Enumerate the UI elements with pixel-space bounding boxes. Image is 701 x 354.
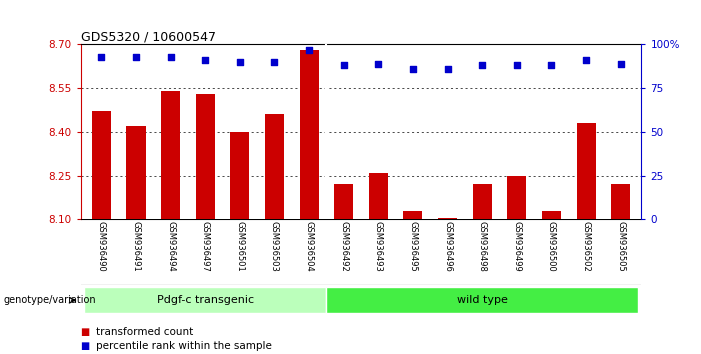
Point: [511, 62, 522, 68]
Text: GSM936498: GSM936498: [477, 221, 486, 272]
Text: ■: ■: [81, 327, 90, 337]
Text: GSM936501: GSM936501: [236, 221, 245, 272]
Point: [130, 54, 142, 59]
Bar: [369, 173, 388, 219]
Text: GSM936494: GSM936494: [166, 221, 175, 272]
Point: [269, 59, 280, 65]
Text: GSM936500: GSM936500: [547, 221, 556, 272]
Point: [407, 66, 418, 72]
Text: Pdgf-c transgenic: Pdgf-c transgenic: [157, 295, 254, 305]
Bar: [126, 126, 146, 219]
Point: [615, 61, 626, 66]
Text: transformed count: transformed count: [96, 327, 193, 337]
Bar: [508, 176, 526, 219]
Text: GSM936499: GSM936499: [512, 221, 522, 272]
Point: [442, 66, 453, 72]
Text: GSM936497: GSM936497: [200, 221, 210, 272]
Point: [373, 61, 384, 66]
Point: [580, 57, 592, 63]
Bar: [299, 50, 319, 219]
Bar: [84, 287, 327, 313]
Text: GSM936502: GSM936502: [582, 221, 590, 272]
Point: [165, 54, 176, 59]
Text: GSM936496: GSM936496: [443, 221, 452, 272]
Bar: [334, 184, 353, 219]
Bar: [403, 211, 423, 219]
Text: GSM936495: GSM936495: [409, 221, 417, 272]
Bar: [611, 184, 630, 219]
Bar: [265, 114, 284, 219]
Text: GSM936490: GSM936490: [97, 221, 106, 272]
Point: [200, 57, 211, 63]
Text: GSM936505: GSM936505: [616, 221, 625, 272]
Text: ■: ■: [81, 341, 90, 351]
Point: [338, 62, 349, 68]
Text: GSM936493: GSM936493: [374, 221, 383, 272]
Text: percentile rank within the sample: percentile rank within the sample: [96, 341, 272, 351]
Bar: [576, 123, 596, 219]
Text: GSM936504: GSM936504: [305, 221, 313, 272]
Bar: [438, 218, 457, 219]
Point: [477, 62, 488, 68]
Bar: [327, 287, 638, 313]
Text: GDS5320 / 10600547: GDS5320 / 10600547: [81, 30, 216, 43]
Text: genotype/variation: genotype/variation: [4, 295, 96, 305]
Text: GSM936503: GSM936503: [270, 221, 279, 272]
Bar: [161, 91, 180, 219]
Text: wild type: wild type: [457, 295, 508, 305]
Text: GSM936492: GSM936492: [339, 221, 348, 272]
Point: [96, 54, 107, 59]
Bar: [196, 94, 215, 219]
Point: [546, 62, 557, 68]
Text: GSM936491: GSM936491: [132, 221, 140, 272]
Bar: [542, 211, 561, 219]
Bar: [472, 184, 491, 219]
Point: [234, 59, 245, 65]
Point: [304, 47, 315, 52]
Bar: [231, 132, 250, 219]
Bar: [92, 112, 111, 219]
